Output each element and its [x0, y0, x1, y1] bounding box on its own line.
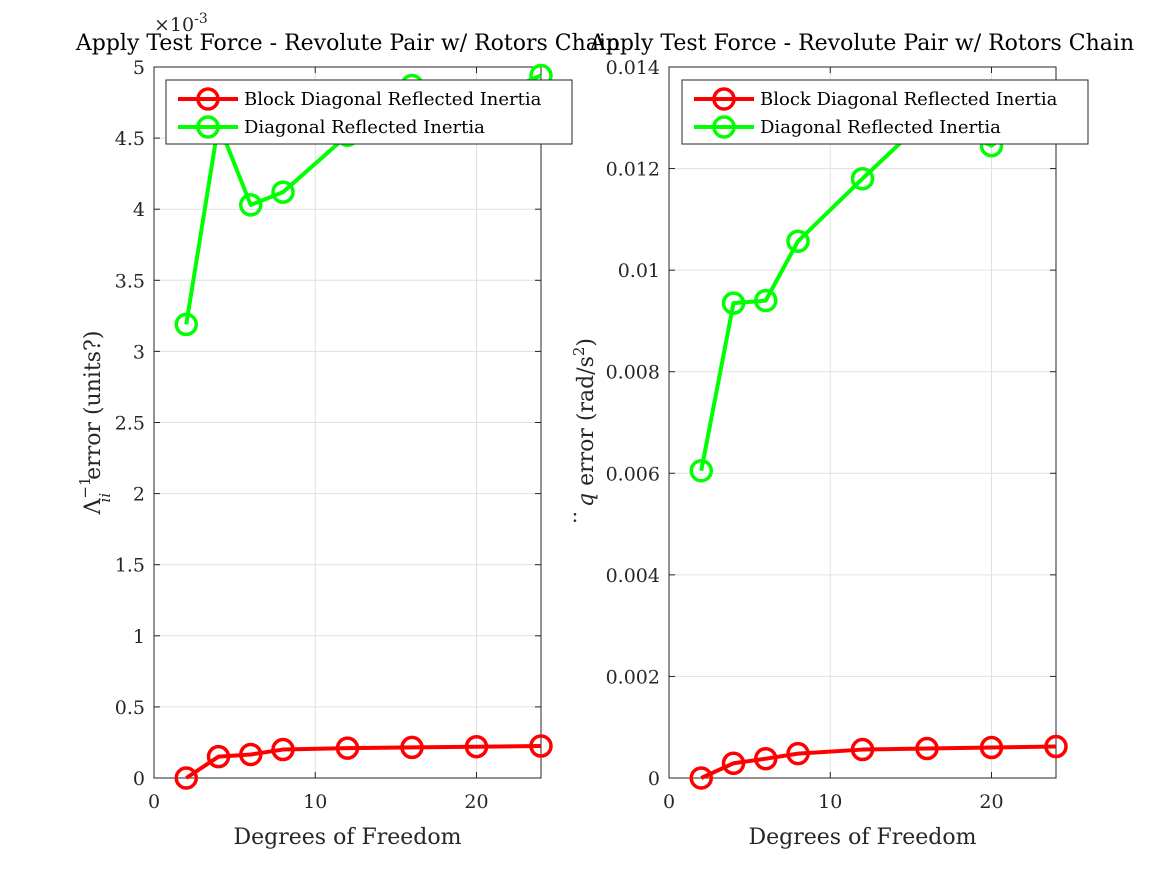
y-label-sup: 2 [570, 347, 588, 357]
data-point-marker [271, 180, 295, 204]
data-point-marker [400, 735, 424, 760]
axis-exponent-power: -3 [194, 11, 208, 27]
x-tick-label: 10 [303, 791, 327, 813]
data-point-marker [239, 742, 263, 767]
y-label-rest: error (units?) [81, 331, 106, 487]
data-point-marker [174, 312, 198, 337]
series-block-diagonal [689, 734, 1068, 790]
y-tick-label: 0.014 [606, 57, 660, 79]
y-tick-label: 4 [133, 199, 145, 221]
data-point-marker [689, 458, 713, 483]
data-point-marker [271, 737, 295, 762]
data-point-marker [335, 736, 360, 760]
data-point-marker [239, 193, 263, 217]
y-tick-label: 2.5 [115, 413, 145, 435]
x-axis-label: Degrees of Freedom [234, 825, 462, 850]
legend-swatch-marker [196, 115, 220, 139]
series-block-diagonal [174, 734, 553, 790]
axis-exponent-base: ×10 [154, 14, 194, 36]
data-point-marker [1044, 734, 1068, 759]
axes-box [668, 66, 1057, 779]
data-point-marker [850, 166, 875, 191]
data-point-marker [754, 288, 778, 313]
series-line [185, 744, 542, 780]
data-point-marker [721, 751, 746, 776]
y-tick-label: 0.004 [606, 565, 660, 587]
y-tick-label: 0 [133, 768, 145, 790]
y-tick-label: 0.01 [618, 260, 660, 282]
data-point-marker [915, 736, 939, 761]
chart-title: Apply Test Force - Revolute Pair w/ Roto… [589, 31, 1134, 56]
legend: Block Diagonal Reflected Inertia Diagonal… [165, 79, 573, 145]
y-tick-label: 1.5 [115, 555, 145, 577]
data-point-marker [786, 741, 810, 766]
legend-entry-label: Diagonal Reflected Inertia [760, 117, 1001, 138]
axis-exponent: ×10-3 [154, 11, 208, 36]
chart-panel-1: 0 10 20 0 0.5 1 1.5 2 2.5 3 3.5 4 4.5 5 Degrees of Fre… [75, 11, 620, 850]
x-axis-label: Degrees of Freedom [749, 825, 977, 850]
y-tick-label: 1 [133, 626, 145, 648]
data-point-marker [529, 734, 553, 758]
chart-title: Apply Test Force - Revolute Pair w/ Roto… [75, 31, 620, 56]
y-axis-label: Λ−1 ii error (units?) [76, 331, 114, 516]
data-point-marker [174, 766, 198, 790]
q-ddot-accent: .. [557, 511, 581, 524]
y-tick-label: 0.012 [606, 159, 660, 181]
y-label-close: ) [574, 338, 599, 347]
y-label-q: q [574, 493, 599, 507]
y-tick-label: 3 [133, 341, 145, 363]
y-tick-label: 2 [133, 484, 145, 506]
chart-panel-2: 0 10 20 0 0.002 0.004 0.006 0.008 0.01 0.012 0.014… [557, 31, 1134, 850]
legend-swatch-marker [712, 115, 736, 139]
data-point-marker [850, 737, 875, 762]
y-tick-label: 0.5 [115, 697, 145, 719]
x-tick-label: 0 [663, 791, 675, 813]
y-tick-label: 0 [648, 768, 660, 790]
y-tick-label: 0.008 [606, 362, 660, 384]
y-tick-label: 5 [133, 57, 145, 79]
legend-box [165, 79, 573, 145]
series-diagonal [689, 85, 1068, 483]
legend-box [681, 79, 1089, 145]
x-tick-label: 0 [148, 791, 160, 813]
x-tick-label: 20 [464, 791, 488, 813]
legend: Block Diagonal Reflected Inertia Diagonal… [681, 79, 1089, 145]
y-label-sub: ii [96, 493, 114, 503]
data-point-marker [754, 746, 778, 771]
x-tick-label: 20 [979, 791, 1003, 813]
y-label-sup: −1 [76, 476, 94, 498]
legend-entry-label: Block Diagonal Reflected Inertia [244, 89, 542, 110]
y-tick-label: 3.5 [115, 270, 145, 292]
legend-entry-label: Diagonal Reflected Inertia [244, 117, 485, 138]
legend-swatch-marker [196, 87, 220, 111]
data-point-marker [689, 766, 713, 790]
data-point-marker [206, 744, 231, 769]
legend-entry-label: Block Diagonal Reflected Inertia [760, 89, 1058, 110]
y-label-rest: error (rad/s [574, 356, 599, 493]
data-point-marker [786, 229, 810, 253]
y-tick-label: 0.002 [606, 666, 660, 688]
data-point-marker [721, 291, 746, 315]
series-line [699, 95, 1058, 472]
series-line [700, 744, 1057, 780]
y-tick-label: 0.006 [606, 463, 660, 485]
y-axis-label: q error (rad/s2) [570, 338, 599, 507]
data-point-marker [464, 734, 489, 759]
x-tick-label: 10 [818, 791, 842, 813]
y-label-base: Λ [81, 497, 106, 515]
data-point-marker [979, 735, 1004, 760]
y-tick-label: 4.5 [115, 128, 145, 150]
legend-swatch-marker [712, 87, 736, 111]
